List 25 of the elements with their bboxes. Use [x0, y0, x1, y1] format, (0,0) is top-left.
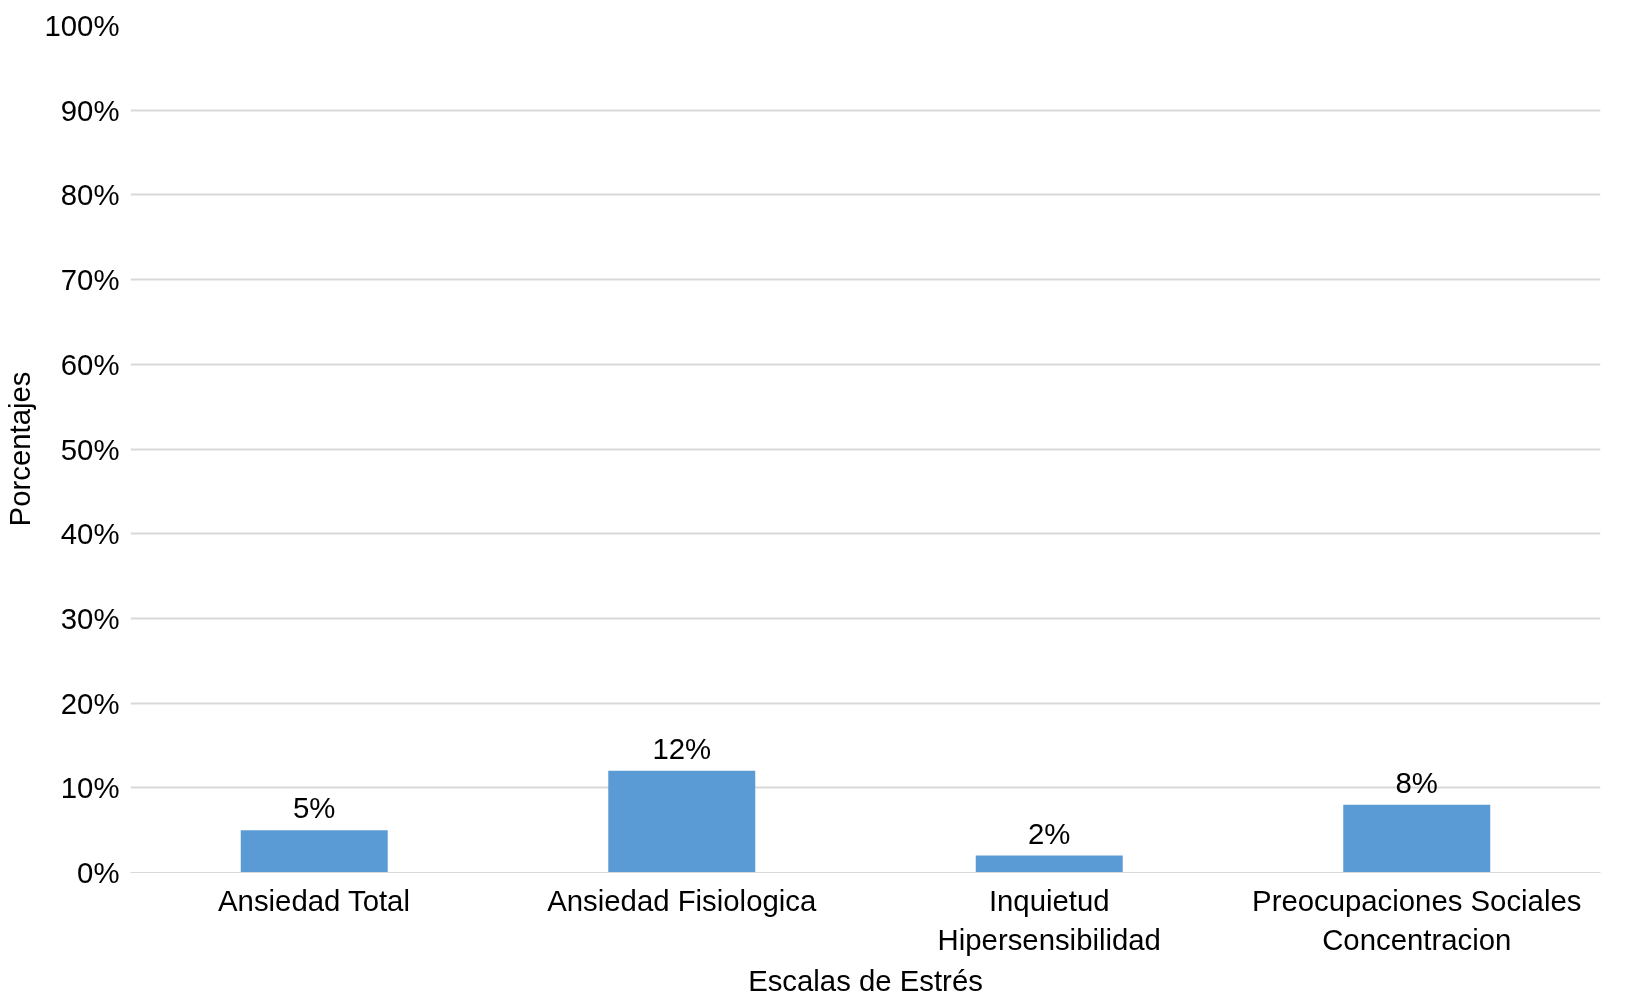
y-tick-label: 50% [60, 432, 120, 466]
y-tick-label: 70% [60, 263, 120, 297]
x-tick-label: Ansiedad Total [218, 883, 410, 917]
y-tick-label: 30% [60, 601, 120, 635]
y-tick-label: 0% [77, 856, 120, 889]
y-axis-title: Porcentajes [3, 371, 37, 527]
data-label: 2% [1028, 816, 1071, 850]
data-label: 8% [1395, 765, 1438, 799]
y-tick-label: 10% [60, 771, 120, 805]
x-tick-label: Preocupaciones Sociales Concentracion [1252, 883, 1582, 957]
bar [608, 770, 756, 873]
y-tick-label: 20% [60, 686, 120, 720]
data-label: 12% [652, 731, 712, 765]
bar [975, 855, 1123, 873]
y-tick-label: 90% [60, 93, 120, 127]
bar [1343, 804, 1491, 873]
x-axis-title: Escalas de Estrés [748, 964, 983, 998]
bar [240, 830, 388, 873]
y-tick-label: 60% [60, 347, 120, 381]
y-tick-label: 100% [44, 9, 120, 42]
x-tick-label: Ansiedad Fisiologica [547, 883, 817, 917]
y-tick-label: 40% [60, 517, 120, 551]
y-tick-label: 80% [60, 178, 120, 212]
data-label: 5% [293, 791, 336, 825]
x-tick-label: Inquietud Hipersensibilidad [937, 883, 1161, 957]
